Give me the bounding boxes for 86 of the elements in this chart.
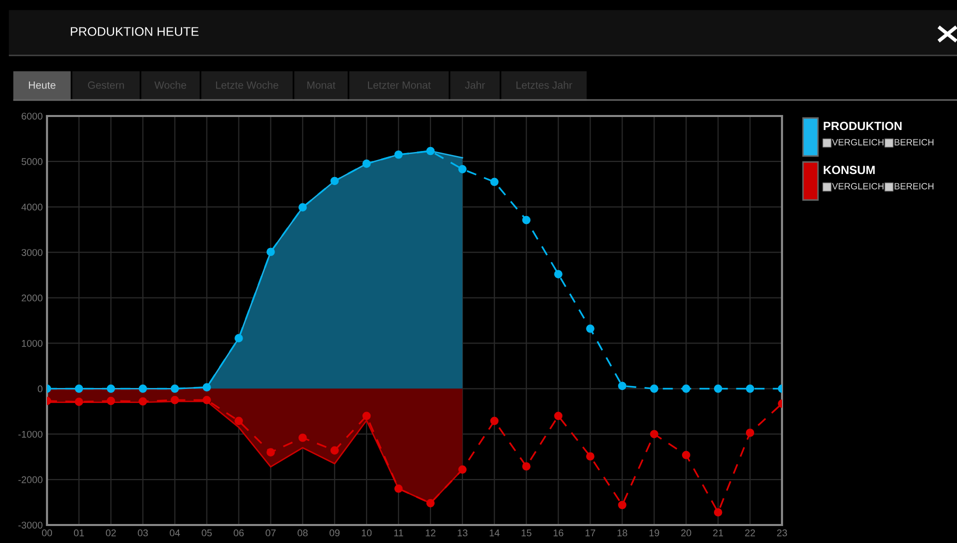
point <box>170 396 179 404</box>
x-tick-label: 11 <box>394 530 404 536</box>
chart-title: PRODUKTION HEUTE <box>70 27 198 36</box>
point <box>170 384 179 393</box>
y-tick-label: -1000 <box>18 430 42 438</box>
point <box>618 382 626 390</box>
x-tick-label: 21 <box>713 529 724 536</box>
point <box>138 384 148 393</box>
point <box>554 412 562 420</box>
point <box>554 270 562 278</box>
point <box>586 452 594 461</box>
point <box>202 383 211 392</box>
x-tick-label: 18 <box>618 529 628 536</box>
x-tick-label: 22 <box>745 529 755 536</box>
x-tick-label: 10 <box>362 529 372 536</box>
x-tick-label: 06 <box>234 529 244 536</box>
point <box>298 203 307 212</box>
point <box>618 500 626 510</box>
text: KONSUM <box>824 166 875 174</box>
x-tick-label: 09 <box>330 529 340 536</box>
text: BEREICH <box>894 183 934 190</box>
point <box>746 428 754 437</box>
point <box>362 412 371 420</box>
point <box>458 165 467 174</box>
x-tick-label: 12 <box>426 529 436 536</box>
point <box>458 465 467 474</box>
point <box>106 384 116 393</box>
x-tick-label: 00 <box>42 529 52 536</box>
point <box>138 397 148 406</box>
point <box>266 448 275 456</box>
x-tick-label: 15 <box>522 530 532 536</box>
point <box>330 176 339 186</box>
point <box>586 324 594 333</box>
point <box>714 384 722 393</box>
y-tick-label: 0 <box>38 385 42 392</box>
y-tick-label: 3000 <box>22 249 42 256</box>
y-tick-label: 6000 <box>22 112 42 120</box>
y-tick-label: 4000 <box>21 204 42 211</box>
point <box>394 150 403 159</box>
point <box>202 396 211 404</box>
x-tick-label: 05 <box>202 529 212 536</box>
point <box>266 248 275 256</box>
y-tick-label: 1000 <box>22 340 42 347</box>
x-tick-label: 08 <box>298 529 308 536</box>
x-tick-label: 04 <box>170 529 180 536</box>
y-tick-label: -2000 <box>18 476 42 484</box>
point <box>490 178 499 186</box>
x-tick-label: 01 <box>74 529 84 536</box>
x-tick-label: 03 <box>138 529 148 536</box>
x-tick-label: 14 <box>490 530 500 536</box>
y-tick-label: -3000 <box>18 522 42 529</box>
point <box>330 446 339 455</box>
text: VERGLEICH <box>832 183 884 190</box>
x-tick-label: 16 <box>554 529 564 536</box>
point <box>394 484 403 493</box>
point <box>490 416 499 426</box>
text: Heute <box>28 82 56 89</box>
point <box>234 334 243 342</box>
point <box>426 499 435 508</box>
point <box>106 396 116 406</box>
text: VERGLEICH <box>832 139 884 146</box>
point <box>746 384 754 393</box>
text: BEREICH <box>894 139 934 146</box>
x-tick-label: 02 <box>106 529 116 536</box>
point <box>682 384 690 393</box>
x-tick-label: 13 <box>458 529 468 536</box>
point <box>234 416 243 426</box>
point <box>650 430 658 438</box>
point <box>522 462 531 471</box>
point <box>298 434 307 442</box>
point <box>74 384 84 393</box>
point <box>714 508 722 516</box>
x-tick-label: 19 <box>650 529 660 536</box>
point <box>650 384 658 393</box>
point <box>426 146 435 156</box>
point <box>74 398 84 406</box>
point <box>362 160 371 168</box>
x-tick-label: 07 <box>266 529 276 536</box>
x-tick-label: 20 <box>681 529 692 536</box>
y-tick-label: 2000 <box>22 294 42 302</box>
x-tick-label: 23 <box>777 529 787 536</box>
point <box>522 216 531 224</box>
y-tick-label: 5000 <box>22 158 42 166</box>
text: PRODUKTION <box>824 122 902 130</box>
x-tick-label: 17 <box>586 530 596 536</box>
point <box>682 450 690 460</box>
